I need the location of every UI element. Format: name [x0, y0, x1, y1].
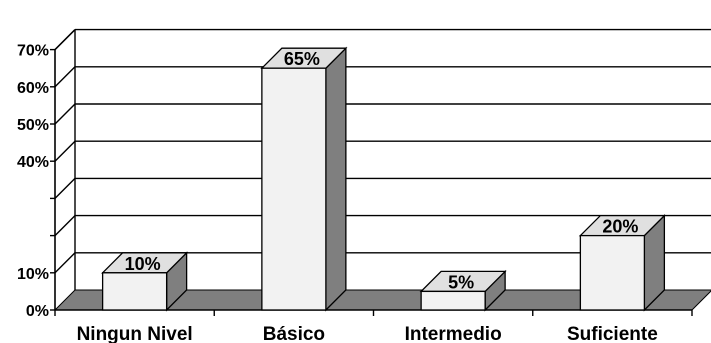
bar	[578, 214, 666, 312]
y-tick-label: 60%	[17, 80, 49, 97]
bar	[101, 251, 189, 312]
gridline-diagonal	[54, 252, 76, 274]
y-tick-label: 50%	[17, 117, 49, 134]
chart-gridlines	[54, 28, 711, 274]
bar-front-face	[261, 67, 327, 311]
data-label: 5%	[448, 272, 474, 292]
category-label: Ningun Nivel	[77, 324, 193, 343]
y-tick-label: 40%	[17, 154, 49, 171]
data-label: 20%	[602, 217, 638, 237]
y-tick-label: 0%	[26, 303, 49, 320]
category-label: Intermedio	[405, 324, 502, 343]
gridline-diagonal	[54, 66, 76, 88]
left-wall-top-edge	[54, 29, 76, 51]
gridline-diagonal	[54, 215, 76, 237]
bar	[419, 269, 507, 312]
gridline-diagonal	[54, 103, 76, 125]
category-label: Básico	[263, 324, 325, 343]
chart-labels: 0% 10% 40% 50% 60% 70% 10% Ningun Nivel 65% Básic…	[17, 43, 658, 343]
bar-front-face	[579, 234, 646, 311]
data-label: 10%	[125, 254, 161, 274]
y-tick-label: 10%	[17, 266, 49, 283]
category-label: Suficiente	[567, 324, 658, 343]
chart-bars	[101, 46, 666, 312]
data-label: 65%	[284, 49, 320, 69]
bar-front-face	[101, 272, 168, 311]
bar-front-face	[420, 290, 486, 311]
gridline-diagonal	[54, 140, 76, 162]
gridline-diagonal	[54, 177, 76, 199]
bar	[260, 46, 348, 312]
bar-side-face	[325, 46, 347, 312]
y-tick-label: 70%	[17, 43, 49, 60]
